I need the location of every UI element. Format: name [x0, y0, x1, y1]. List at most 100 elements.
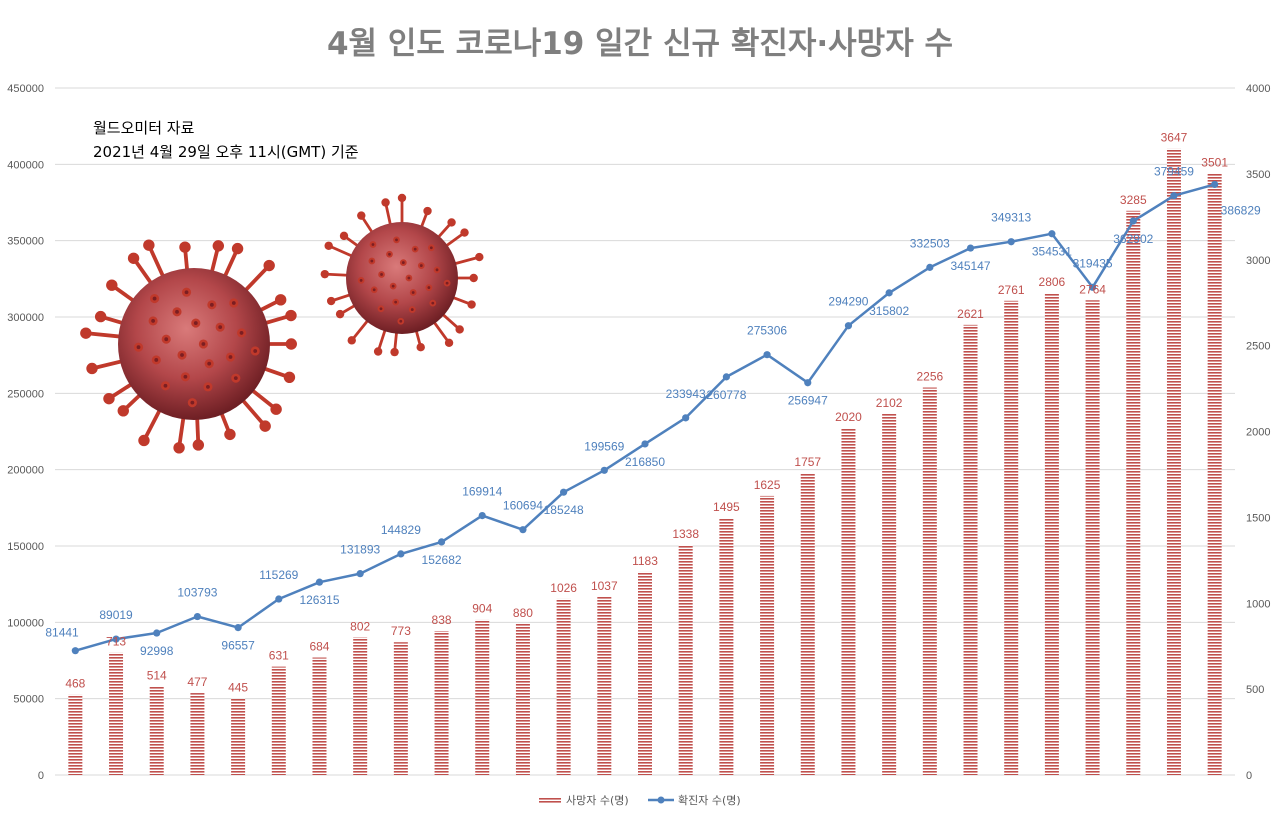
virus-spike-tip	[117, 405, 129, 417]
right-axis: 0 500 1000 1500 2000 2500 3000 3500 4000	[1246, 83, 1270, 782]
cases-marker	[71, 647, 79, 655]
virus-spot-core	[175, 309, 179, 314]
virus-spot-core	[427, 286, 431, 289]
virus-spot-core	[372, 288, 376, 292]
death-bar	[882, 413, 897, 775]
virus-spike-tip	[347, 336, 356, 345]
virus-spike-tip	[357, 211, 366, 220]
death-value-label: 1037	[591, 579, 618, 593]
virus-spot-core	[431, 301, 435, 305]
cases-value-label: 103793	[177, 586, 217, 600]
virus-spike-tip	[416, 342, 425, 352]
death-bar	[922, 387, 937, 775]
death-bar	[1044, 293, 1059, 775]
virus-spike-tip	[103, 392, 115, 405]
virus-spike-tip	[469, 273, 478, 283]
virus-spot-core	[201, 342, 206, 346]
virus-spot-core	[183, 374, 188, 379]
cases-marker	[153, 629, 161, 637]
death-bar	[1166, 148, 1181, 775]
virus-spike-tip	[192, 439, 205, 451]
left-tick-label: 100000	[7, 617, 44, 629]
death-value-label: 445	[228, 681, 248, 695]
death-bar	[271, 666, 286, 775]
cases-marker	[844, 322, 853, 330]
death-value-label: 3501	[1201, 156, 1228, 170]
death-bar	[719, 518, 734, 775]
cases-marker	[560, 488, 568, 496]
cases-marker	[397, 550, 405, 558]
death-value-label: 802	[350, 619, 370, 633]
cases-marker	[804, 379, 812, 387]
cases-value-label: 131893	[340, 543, 380, 557]
virus-spot-core	[151, 319, 155, 323]
virus-spot-core	[399, 319, 403, 323]
virus-spike-tip	[263, 259, 275, 272]
death-bar	[475, 619, 490, 775]
cases-value-label: 126315	[299, 593, 339, 607]
virus-spike-tip	[173, 442, 185, 454]
death-value-label: 2806	[1039, 275, 1066, 289]
virus-spike-tip	[475, 252, 484, 262]
virus-spot-core	[401, 261, 405, 264]
cases-marker	[1088, 283, 1097, 291]
cases-marker	[966, 244, 975, 252]
virus-spike-tip	[390, 347, 399, 357]
cases-value-label: 115269	[259, 568, 298, 582]
death-bar	[190, 693, 205, 775]
virus-spike-tip	[179, 241, 191, 253]
cases-value-label: 379459	[1154, 165, 1194, 179]
virus-spike-tip	[86, 362, 98, 375]
cases-value-label: 152682	[422, 553, 462, 567]
right-tick-label: 0	[1246, 770, 1252, 782]
source-note-line-2: 2021년 4월 29일 오후 11시(GMT) 기준	[93, 143, 359, 161]
death-bar	[760, 495, 775, 775]
cases-marker	[600, 466, 608, 474]
cases-value-label: 144829	[381, 523, 421, 537]
cases-marker	[112, 635, 120, 643]
virus-spike-tip	[143, 239, 155, 251]
virus-spike-tip	[373, 347, 383, 356]
virus-spike-tip	[455, 325, 464, 334]
death-bar	[353, 637, 368, 775]
virus-spot-core	[239, 331, 244, 335]
cases-value-label: 89019	[99, 608, 133, 622]
death-value-label: 2102	[876, 396, 903, 410]
virus-spike-tip	[285, 309, 297, 322]
virus-spike-tip	[270, 403, 282, 415]
death-bar	[109, 652, 124, 775]
virus-spike-tip	[423, 206, 432, 216]
death-value-label: 838	[432, 613, 452, 627]
death-bar	[312, 657, 327, 775]
death-bar	[1004, 300, 1019, 775]
cases-marker	[1170, 192, 1178, 200]
virus-spot-core	[407, 276, 411, 280]
death-bar	[149, 686, 164, 775]
virus-spike-tip	[274, 294, 287, 306]
virus-spike-tip	[138, 434, 150, 447]
coronavirus-illustration-large	[80, 239, 297, 454]
virus-spike-tip	[127, 252, 140, 264]
right-tick-label: 1500	[1246, 512, 1270, 524]
cases-value-label: 169914	[462, 485, 502, 499]
virus-spot-core	[154, 358, 159, 362]
chart-title: 4월 인도 코로나19 일간 신규 확진자·사망자 수	[327, 26, 953, 62]
virus-spot-core	[184, 290, 189, 295]
left-tick-label: 150000	[7, 541, 44, 553]
virus-spot-core	[359, 278, 363, 282]
death-bar	[515, 623, 530, 775]
virus-spot-core	[394, 300, 398, 304]
cases-marker	[1129, 217, 1137, 225]
virus-spot-core	[253, 349, 258, 353]
death-bar	[800, 473, 815, 775]
cases-value-label: 260778	[706, 388, 746, 402]
virus-spot-core	[435, 268, 439, 272]
death-value-label: 3285	[1120, 193, 1147, 207]
left-tick-label: 200000	[7, 465, 44, 477]
death-value-label: 468	[65, 677, 85, 691]
cases-value-label: 216850	[625, 455, 665, 469]
death-bar	[393, 642, 408, 775]
virus-spike-tip	[231, 242, 244, 255]
virus-spot-core	[370, 259, 374, 263]
